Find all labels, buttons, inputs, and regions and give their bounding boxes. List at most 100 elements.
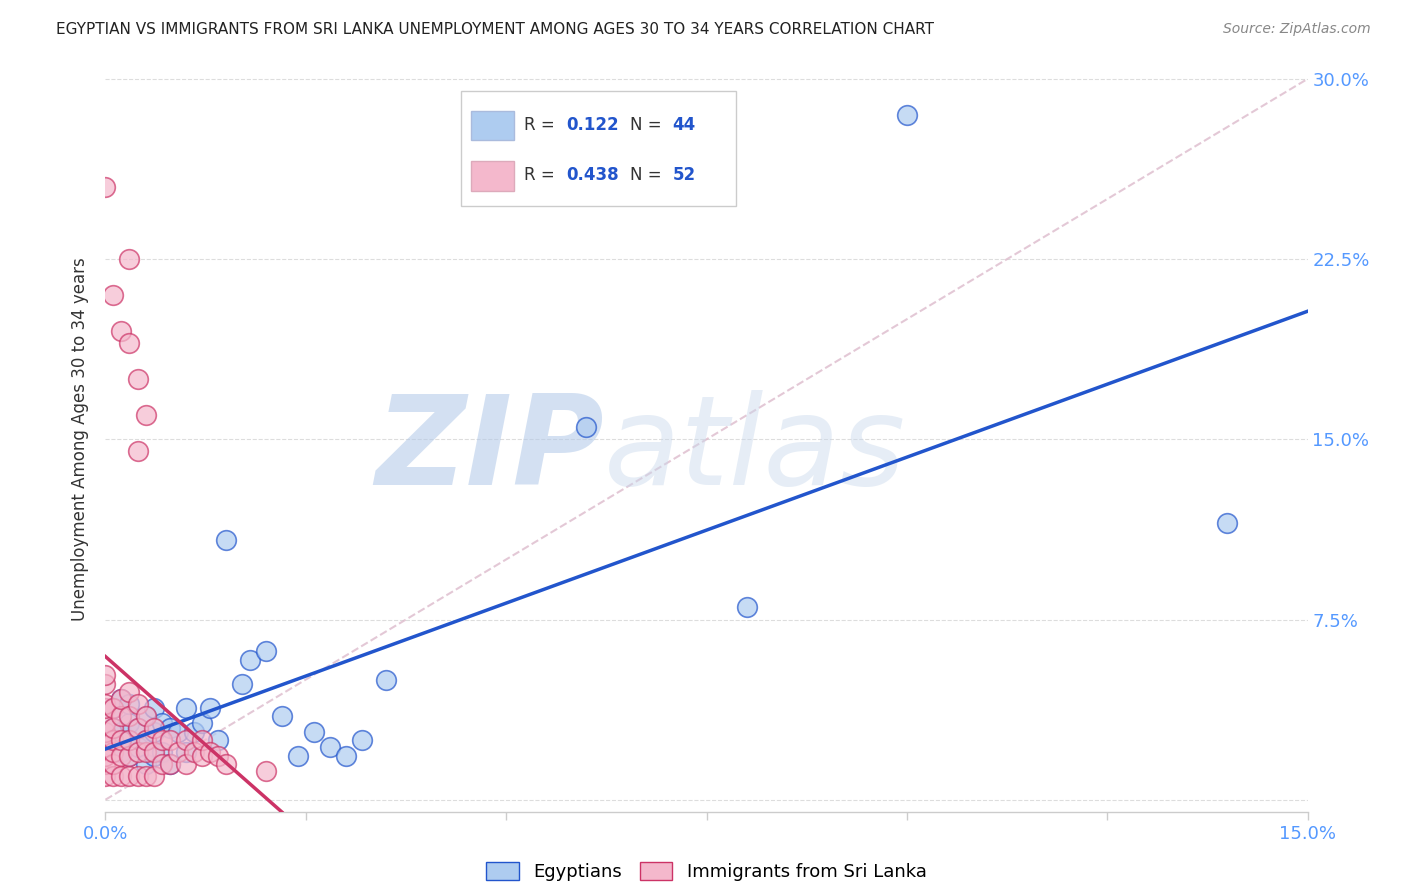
- Point: [135, 409, 157, 423]
- Point: [94, 667, 117, 681]
- Point: [118, 697, 141, 711]
- Point: [94, 732, 117, 747]
- Point: [159, 756, 181, 771]
- Point: [207, 749, 229, 764]
- Point: [183, 745, 205, 759]
- Point: [118, 732, 141, 747]
- Point: [103, 756, 125, 771]
- Point: [110, 769, 132, 783]
- Point: [110, 708, 132, 723]
- Text: atlas: atlas: [605, 390, 907, 511]
- Text: Source: ZipAtlas.com: Source: ZipAtlas.com: [1223, 22, 1371, 37]
- Point: [103, 732, 125, 747]
- Point: [110, 725, 132, 739]
- Point: [231, 677, 253, 691]
- Point: [110, 745, 132, 759]
- Point: [575, 420, 598, 434]
- Point: [127, 372, 149, 386]
- Point: [150, 745, 173, 759]
- Point: [150, 732, 173, 747]
- Point: [239, 653, 262, 667]
- Point: [110, 691, 132, 706]
- Point: [135, 732, 157, 747]
- Legend: Egyptians, Immigrants from Sri Lanka: Egyptians, Immigrants from Sri Lanka: [479, 855, 934, 888]
- Point: [94, 180, 117, 194]
- Point: [254, 764, 277, 778]
- Point: [127, 444, 149, 458]
- Point: [103, 721, 125, 735]
- Point: [174, 756, 197, 771]
- Point: [374, 673, 398, 687]
- Point: [159, 756, 181, 771]
- Point: [103, 701, 125, 715]
- Point: [350, 732, 373, 747]
- Point: [135, 708, 157, 723]
- Point: [183, 725, 205, 739]
- Point: [103, 288, 125, 302]
- Point: [1216, 516, 1239, 531]
- Point: [142, 745, 165, 759]
- Point: [94, 739, 117, 754]
- Point: [94, 749, 117, 764]
- Point: [270, 708, 292, 723]
- Point: [103, 721, 125, 735]
- Point: [142, 749, 165, 764]
- Point: [198, 745, 221, 759]
- Point: [190, 732, 212, 747]
- Point: [103, 745, 125, 759]
- Point: [207, 732, 229, 747]
- Point: [110, 324, 132, 338]
- Point: [166, 725, 188, 739]
- Point: [94, 701, 117, 715]
- Point: [214, 533, 236, 548]
- Point: [118, 749, 141, 764]
- Point: [142, 701, 165, 715]
- Point: [174, 732, 197, 747]
- Point: [94, 677, 117, 691]
- Point: [190, 715, 212, 730]
- Point: [127, 745, 149, 759]
- Point: [103, 732, 125, 747]
- Point: [135, 756, 157, 771]
- Point: [302, 725, 325, 739]
- Text: ZIP: ZIP: [375, 390, 605, 511]
- Point: [319, 739, 342, 754]
- Point: [118, 749, 141, 764]
- Point: [127, 721, 149, 735]
- Point: [150, 715, 173, 730]
- Point: [142, 721, 165, 735]
- Point: [103, 769, 125, 783]
- Point: [94, 769, 117, 783]
- Point: [150, 756, 173, 771]
- Point: [110, 749, 132, 764]
- Point: [159, 721, 181, 735]
- Point: [103, 701, 125, 715]
- Point: [135, 745, 157, 759]
- Point: [142, 769, 165, 783]
- Point: [110, 732, 132, 747]
- Point: [118, 732, 141, 747]
- Point: [118, 684, 141, 698]
- Point: [127, 769, 149, 783]
- Point: [110, 691, 132, 706]
- Point: [94, 715, 117, 730]
- Point: [159, 732, 181, 747]
- Y-axis label: Unemployment Among Ages 30 to 34 years: Unemployment Among Ages 30 to 34 years: [72, 258, 90, 621]
- Point: [735, 600, 758, 615]
- Point: [127, 739, 149, 754]
- Point: [198, 701, 221, 715]
- Point: [287, 749, 309, 764]
- Point: [142, 725, 165, 739]
- Point: [94, 697, 117, 711]
- Point: [118, 336, 141, 351]
- Point: [127, 721, 149, 735]
- Point: [254, 644, 277, 658]
- Point: [190, 749, 212, 764]
- Point: [214, 756, 236, 771]
- Text: EGYPTIAN VS IMMIGRANTS FROM SRI LANKA UNEMPLOYMENT AMONG AGES 30 TO 34 YEARS COR: EGYPTIAN VS IMMIGRANTS FROM SRI LANKA UN…: [56, 22, 934, 37]
- Point: [127, 697, 149, 711]
- Point: [135, 769, 157, 783]
- Point: [118, 252, 141, 266]
- Point: [174, 745, 197, 759]
- Point: [174, 701, 197, 715]
